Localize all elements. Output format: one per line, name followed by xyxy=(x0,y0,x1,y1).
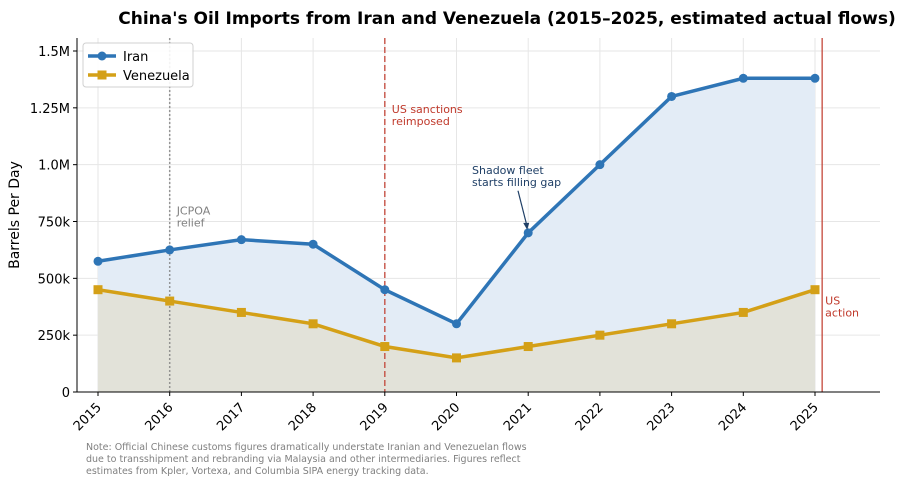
data-point xyxy=(452,353,461,363)
data-point xyxy=(738,73,748,83)
x-tick-label: 2017 xyxy=(214,400,248,434)
legend-label: Iran xyxy=(123,50,148,65)
data-point xyxy=(165,245,175,255)
chart-title: China's Oil Imports from Iran and Venezu… xyxy=(118,9,895,29)
footnote: estimates from Kpler, Vortexa, and Colum… xyxy=(86,466,429,477)
x-tick-label: 2022 xyxy=(573,400,607,434)
arrow-head-icon xyxy=(523,222,530,230)
annotation-label: US xyxy=(825,295,840,308)
data-point xyxy=(523,228,533,238)
y-tick-label: 0 xyxy=(62,386,70,401)
data-point xyxy=(236,235,246,245)
arrow-note-label: starts filling gap xyxy=(472,176,561,189)
annotation-label: US sanctions xyxy=(392,103,463,116)
arrow-note-label: Shadow fleet xyxy=(472,164,544,177)
data-point xyxy=(380,342,390,352)
data-point xyxy=(738,307,748,317)
x-tick-label: 2023 xyxy=(644,400,678,434)
legend-marker xyxy=(97,51,107,61)
data-point xyxy=(810,285,820,295)
data-point xyxy=(380,285,390,295)
annotation-label: reimposed xyxy=(392,115,450,128)
footnote: due to transshipment and rebranding via … xyxy=(86,454,521,465)
data-point xyxy=(595,160,605,170)
y-tick-label: 750k xyxy=(38,216,71,231)
y-tick-label: 250k xyxy=(38,329,71,344)
x-tick-label: 2016 xyxy=(143,400,177,434)
data-point xyxy=(810,73,820,83)
data-point xyxy=(595,330,605,340)
data-point xyxy=(667,91,677,101)
annotation-label: action xyxy=(825,307,859,320)
x-tick-label: 2020 xyxy=(429,400,463,434)
legend-marker xyxy=(97,70,107,80)
arrow-line xyxy=(517,190,528,228)
y-tick-label: 1.25M xyxy=(30,102,70,117)
x-tick-label: 2015 xyxy=(71,400,105,434)
data-point xyxy=(523,342,533,352)
x-tick-label: 2021 xyxy=(501,400,535,434)
data-point xyxy=(236,307,246,317)
x-tick-label: 2024 xyxy=(716,400,750,434)
footnote: Note: Official Chinese customs figures d… xyxy=(86,442,527,453)
area-venezuela xyxy=(98,289,815,392)
y-axis-label: Barrels Per Day xyxy=(7,161,23,269)
data-point xyxy=(452,319,461,329)
area-iran xyxy=(98,78,815,392)
y-tick-label: 1.5M xyxy=(38,45,70,60)
y-tick-label: 500k xyxy=(38,272,71,287)
x-tick-label: 2018 xyxy=(286,400,320,434)
annotation-label: relief xyxy=(177,217,206,230)
data-point xyxy=(308,239,318,249)
legend-label: Venezuela xyxy=(123,69,190,84)
y-tick-label: 1.0M xyxy=(38,159,70,174)
x-tick-label: 2025 xyxy=(788,400,822,434)
data-point xyxy=(165,296,175,306)
annotation-label: JCPOA xyxy=(176,205,211,218)
x-tick-label: 2019 xyxy=(358,400,392,434)
data-point xyxy=(93,285,103,295)
data-point xyxy=(667,319,677,329)
data-point xyxy=(308,319,318,329)
data-point xyxy=(93,256,103,266)
